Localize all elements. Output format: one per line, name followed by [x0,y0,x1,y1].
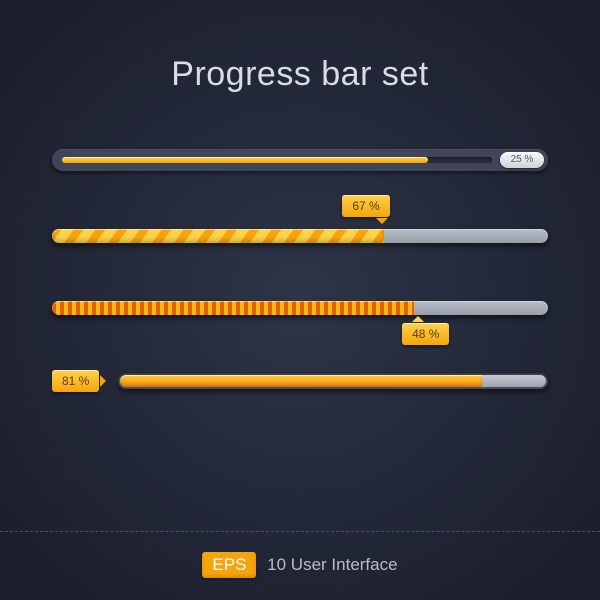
bar1-fill [62,157,428,163]
progress-bar-1: 25 % [52,149,548,171]
eps-badge: EPS [202,552,256,578]
bar3-track [52,301,548,315]
bar3-tooltip: 48 % [402,323,449,345]
footer-divider [0,531,600,532]
bar3-fill [52,301,414,315]
bar1-groove [62,157,492,163]
bar2-tooltip: 67 % [342,195,389,217]
bar2-track [52,229,548,243]
progress-bar-3: 48 % [52,301,548,315]
bar1-track: 25 % [52,149,548,171]
footer-text: 10 User Interface [267,555,397,574]
bar4-tooltip: 81 % [52,370,99,392]
footer: EPS 10 User Interface [0,552,600,578]
page-title: Progress bar set [52,55,548,94]
bar2-fill [52,229,384,243]
progress-bar-2: 67 % [52,229,548,243]
bar4-inner [120,375,546,387]
progress-bar-4: 81 % [52,373,548,389]
bar4-track [118,373,548,389]
bar1-label: 25 % [500,152,544,168]
bar4-fill [120,375,482,387]
